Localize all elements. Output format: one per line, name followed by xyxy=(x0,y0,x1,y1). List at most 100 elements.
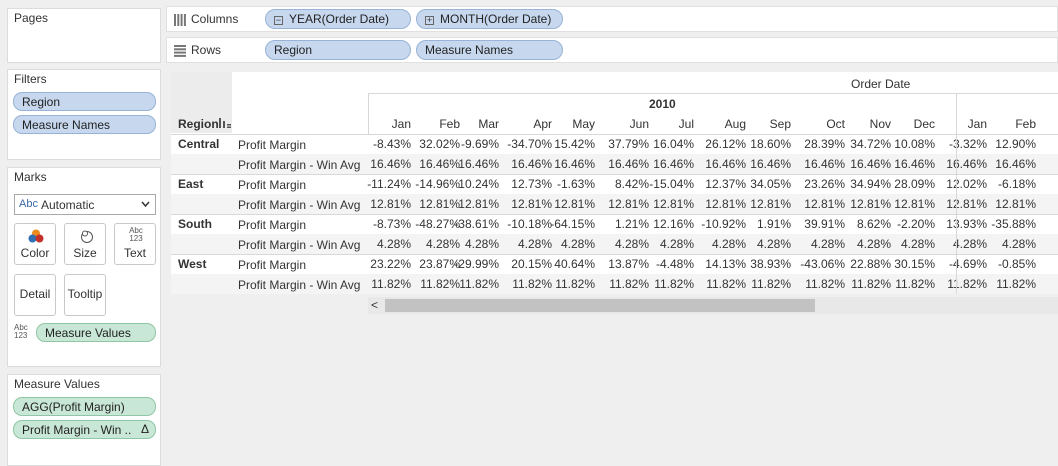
table-cell[interactable]: 28.39% xyxy=(804,137,845,151)
table-cell[interactable]: 12.81% xyxy=(511,197,552,211)
table-cell[interactable]: 12.81% xyxy=(458,197,499,211)
table-cell[interactable]: 16.46% xyxy=(370,157,411,171)
rows-shelf[interactable]: Rows Region Measure Names xyxy=(166,37,1058,63)
table-cell[interactable]: 34.72% xyxy=(850,137,891,151)
table-cell[interactable]: 32.02% xyxy=(419,137,460,151)
table-cell[interactable]: -8.43% xyxy=(372,137,411,151)
detail-button[interactable]: Detail xyxy=(14,274,56,316)
table-cell[interactable]: 12.81% xyxy=(370,197,411,211)
table-cell[interactable]: 16.46% xyxy=(750,157,791,171)
table-cell[interactable]: -35.88% xyxy=(991,217,1036,231)
table-cell[interactable]: 12.90% xyxy=(995,137,1036,151)
table-cell[interactable]: 11.82% xyxy=(851,277,891,291)
table-cell[interactable]: 20.15% xyxy=(511,257,552,271)
table-cell[interactable]: 11.82% xyxy=(751,277,791,291)
table-cell[interactable]: 12.81% xyxy=(705,197,746,211)
measure-pill-win-avg[interactable]: Profit Margin - Win .. Δ xyxy=(13,420,156,439)
table-cell[interactable]: 16.46% xyxy=(511,157,552,171)
table-cell[interactable]: 23.22% xyxy=(370,257,411,271)
table-cell[interactable]: 23.26% xyxy=(804,177,845,191)
column-pill-month[interactable]: + MONTH(Order Date) xyxy=(416,9,563,29)
table-cell[interactable]: 11.82% xyxy=(706,277,746,291)
table-cell[interactable]: -4.48% xyxy=(655,257,694,271)
table-cell[interactable]: -11.24% xyxy=(367,177,411,191)
table-cell[interactable]: 4.28% xyxy=(425,237,460,251)
table-cell[interactable]: 1.21% xyxy=(614,217,649,231)
table-cell[interactable]: 4.28% xyxy=(856,237,891,251)
table-cell[interactable]: 8.42% xyxy=(614,177,649,191)
table-cell[interactable]: 40.64% xyxy=(554,257,595,271)
color-button[interactable]: Color xyxy=(14,223,56,265)
table-cell[interactable]: 4.28% xyxy=(517,237,552,251)
table-cell[interactable]: 16.46% xyxy=(554,157,595,171)
table-cell[interactable]: 8.62% xyxy=(856,217,891,231)
column-pill-year[interactable]: − YEAR(Order Date) xyxy=(265,9,411,29)
table-cell[interactable]: 16.46% xyxy=(850,157,891,171)
table-cell[interactable]: 11.82% xyxy=(609,277,649,291)
table-cell[interactable]: -64.15% xyxy=(550,217,595,231)
size-button[interactable]: Size xyxy=(64,223,106,265)
table-cell[interactable]: 11.82% xyxy=(512,277,552,291)
table-cell[interactable]: 1.91% xyxy=(756,217,791,231)
pages-card[interactable]: Pages xyxy=(7,8,161,63)
table-cell[interactable]: 39.91% xyxy=(804,217,845,231)
table-cell[interactable]: 4.28% xyxy=(756,237,791,251)
table-cell[interactable]: 16.46% xyxy=(705,157,746,171)
table-cell[interactable]: -8.73% xyxy=(372,217,411,231)
table-cell[interactable]: -4.69% xyxy=(948,257,987,271)
table-cell[interactable]: 28.09% xyxy=(894,177,935,191)
filter-pill-region[interactable]: Region xyxy=(13,92,156,111)
mark-type-dropdown[interactable]: Abc Automatic xyxy=(14,194,156,215)
table-cell[interactable]: -48.27% xyxy=(415,217,460,231)
table-cell[interactable]: -6.18% xyxy=(997,177,1036,191)
table-cell[interactable]: 11.82% xyxy=(459,277,499,291)
table-cell[interactable]: 11.82% xyxy=(371,277,411,291)
table-cell[interactable]: -34.70% xyxy=(507,137,552,151)
table-cell[interactable]: 4.28% xyxy=(464,237,499,251)
table-cell[interactable]: 13.87% xyxy=(608,257,649,271)
row-pill-measure-names[interactable]: Measure Names xyxy=(416,40,563,60)
table-cell[interactable]: 16.46% xyxy=(419,157,460,171)
table-cell[interactable]: 38.93% xyxy=(750,257,791,271)
table-cell[interactable]: 30.15% xyxy=(894,257,935,271)
table-cell[interactable]: 4.28% xyxy=(952,237,987,251)
table-cell[interactable]: 4.28% xyxy=(810,237,845,251)
table-cell[interactable]: -10.18% xyxy=(507,217,552,231)
table-cell[interactable]: -1.63% xyxy=(556,177,595,191)
table-cell[interactable]: 15.42% xyxy=(554,137,595,151)
table-cell[interactable]: -29.99% xyxy=(454,257,499,271)
columns-shelf[interactable]: Columns − YEAR(Order Date) + MONTH(Order D… xyxy=(166,6,1058,32)
table-cell[interactable]: 4.28% xyxy=(376,237,411,251)
table-cell[interactable]: 12.73% xyxy=(511,177,552,191)
table-cell[interactable]: 37.79% xyxy=(608,137,649,151)
table-cell[interactable]: -38.61% xyxy=(454,217,499,231)
table-cell[interactable]: 4.28% xyxy=(659,237,694,251)
scroll-left-arrow[interactable]: < xyxy=(371,298,379,312)
text-button[interactable]: Abc 123 Text xyxy=(114,223,156,265)
tooltip-button[interactable]: Tooltip xyxy=(64,274,106,316)
table-cell[interactable]: 11.82% xyxy=(654,277,694,291)
table-cell[interactable]: -14.96% xyxy=(415,177,460,191)
table-cell[interactable]: 18.60% xyxy=(750,137,791,151)
row-pill-region[interactable]: Region xyxy=(265,40,411,60)
table-cell[interactable]: 12.81% xyxy=(995,197,1036,211)
table-cell[interactable]: 12.81% xyxy=(554,197,595,211)
table-cell[interactable]: 12.81% xyxy=(804,197,845,211)
table-cell[interactable]: 12.37% xyxy=(705,177,746,191)
table-cell[interactable]: 22.88% xyxy=(850,257,891,271)
table-cell[interactable]: 12.81% xyxy=(750,197,791,211)
table-cell[interactable]: -2.20% xyxy=(896,217,935,231)
table-cell[interactable]: 12.81% xyxy=(608,197,649,211)
measure-pill-agg-profit-margin[interactable]: AGG(Profit Margin) xyxy=(13,397,156,416)
table-cell[interactable]: 11.82% xyxy=(805,277,845,291)
table-cell[interactable]: 10.24% xyxy=(458,177,499,191)
table-cell[interactable]: 12.81% xyxy=(653,197,694,211)
table-cell[interactable]: 16.04% xyxy=(653,137,694,151)
table-cell[interactable]: 16.46% xyxy=(995,157,1036,171)
table-cell[interactable]: -9.69% xyxy=(460,137,499,151)
table-cell[interactable]: 11.82% xyxy=(895,277,935,291)
table-cell[interactable]: -10.92% xyxy=(701,217,746,231)
table-cell[interactable]: -0.85% xyxy=(997,257,1036,271)
table-cell[interactable]: 34.05% xyxy=(750,177,791,191)
table-cell[interactable]: 10.08% xyxy=(894,137,935,151)
